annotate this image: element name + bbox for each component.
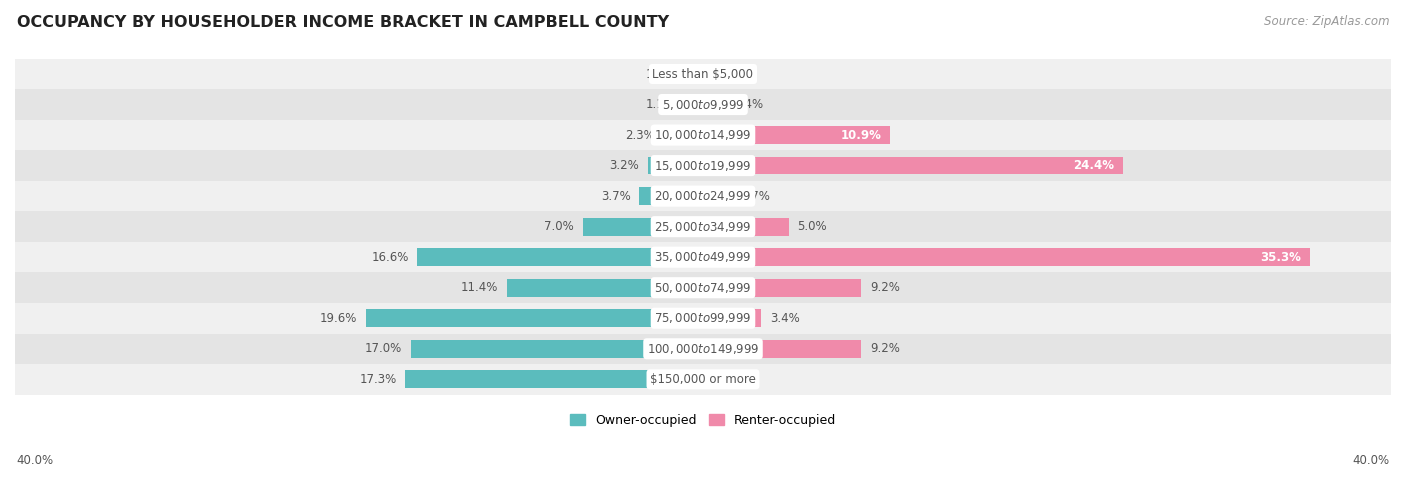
Bar bbox=[15, 333, 1391, 364]
Bar bbox=[664, 126, 703, 144]
Text: 0.84%: 0.84% bbox=[725, 98, 763, 111]
Text: $150,000 or more: $150,000 or more bbox=[650, 373, 756, 386]
Bar bbox=[648, 157, 703, 174]
Text: 3.7%: 3.7% bbox=[600, 190, 631, 203]
Text: $100,000 to $149,999: $100,000 to $149,999 bbox=[647, 342, 759, 356]
Text: $15,000 to $19,999: $15,000 to $19,999 bbox=[654, 158, 752, 173]
Bar bbox=[703, 187, 733, 205]
Bar bbox=[411, 340, 703, 358]
Text: 3.4%: 3.4% bbox=[770, 312, 800, 325]
Text: 3.2%: 3.2% bbox=[610, 159, 640, 172]
Text: Source: ZipAtlas.com: Source: ZipAtlas.com bbox=[1264, 15, 1389, 28]
Bar bbox=[405, 370, 703, 388]
Text: 5.0%: 5.0% bbox=[797, 220, 827, 233]
Bar bbox=[703, 218, 789, 236]
Bar bbox=[703, 340, 862, 358]
Text: 24.4%: 24.4% bbox=[1073, 159, 1114, 172]
Text: $20,000 to $24,999: $20,000 to $24,999 bbox=[654, 189, 752, 203]
Bar bbox=[582, 218, 703, 236]
Bar bbox=[703, 126, 890, 144]
Text: $50,000 to $74,999: $50,000 to $74,999 bbox=[654, 281, 752, 295]
Text: 0.0%: 0.0% bbox=[711, 68, 741, 81]
Text: 9.2%: 9.2% bbox=[870, 281, 900, 294]
Text: 40.0%: 40.0% bbox=[17, 453, 53, 467]
Text: 2.3%: 2.3% bbox=[626, 129, 655, 141]
Text: Less than $5,000: Less than $5,000 bbox=[652, 68, 754, 81]
Bar bbox=[15, 181, 1391, 211]
Bar bbox=[703, 96, 717, 113]
Text: 1.7%: 1.7% bbox=[741, 190, 770, 203]
Bar bbox=[15, 89, 1391, 120]
Bar bbox=[15, 303, 1391, 333]
Text: $25,000 to $34,999: $25,000 to $34,999 bbox=[654, 220, 752, 234]
Text: 16.6%: 16.6% bbox=[371, 251, 409, 264]
Text: OCCUPANCY BY HOUSEHOLDER INCOME BRACKET IN CAMPBELL COUNTY: OCCUPANCY BY HOUSEHOLDER INCOME BRACKET … bbox=[17, 15, 669, 30]
Text: 9.2%: 9.2% bbox=[870, 342, 900, 355]
Bar bbox=[640, 187, 703, 205]
Text: 17.3%: 17.3% bbox=[360, 373, 396, 386]
Bar bbox=[15, 150, 1391, 181]
Text: 40.0%: 40.0% bbox=[1353, 453, 1389, 467]
Text: 11.4%: 11.4% bbox=[461, 281, 498, 294]
Bar bbox=[508, 279, 703, 296]
Text: $35,000 to $49,999: $35,000 to $49,999 bbox=[654, 250, 752, 264]
Bar bbox=[703, 157, 1122, 174]
Text: $10,000 to $14,999: $10,000 to $14,999 bbox=[654, 128, 752, 142]
Text: $5,000 to $9,999: $5,000 to $9,999 bbox=[662, 98, 744, 111]
Bar bbox=[15, 120, 1391, 150]
Bar bbox=[15, 364, 1391, 395]
Bar bbox=[366, 310, 703, 327]
Text: 19.6%: 19.6% bbox=[321, 312, 357, 325]
Text: 0.0%: 0.0% bbox=[711, 373, 741, 386]
Bar bbox=[685, 65, 703, 83]
Bar bbox=[418, 248, 703, 266]
Bar bbox=[15, 211, 1391, 242]
Text: 1.1%: 1.1% bbox=[645, 68, 675, 81]
Bar bbox=[15, 59, 1391, 89]
Bar bbox=[703, 248, 1310, 266]
Bar bbox=[685, 96, 703, 113]
Text: $75,000 to $99,999: $75,000 to $99,999 bbox=[654, 311, 752, 325]
Bar bbox=[15, 273, 1391, 303]
Text: 10.9%: 10.9% bbox=[841, 129, 882, 141]
Text: 17.0%: 17.0% bbox=[364, 342, 402, 355]
Text: 1.1%: 1.1% bbox=[645, 98, 675, 111]
Legend: Owner-occupied, Renter-occupied: Owner-occupied, Renter-occupied bbox=[565, 409, 841, 432]
Bar bbox=[703, 279, 862, 296]
Text: 7.0%: 7.0% bbox=[544, 220, 574, 233]
Bar bbox=[703, 310, 762, 327]
Bar bbox=[15, 242, 1391, 273]
Text: 35.3%: 35.3% bbox=[1261, 251, 1302, 264]
